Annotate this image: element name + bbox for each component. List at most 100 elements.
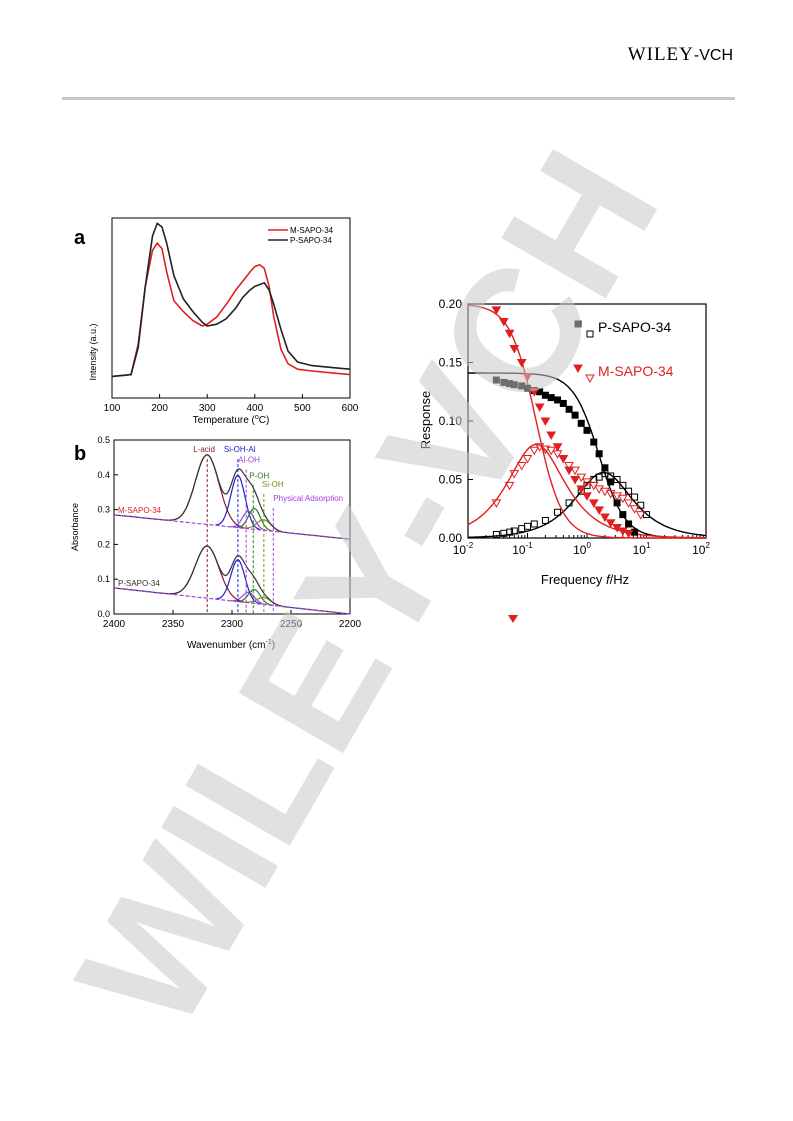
panel-response-point-s1 [625,487,633,495]
panel-b-xtick-label: 2250 [280,619,303,630]
panel-response-legend-marker [574,320,582,328]
panel-response-legend-marker [586,330,594,338]
panel-response-point-s2 [540,417,551,427]
panel-response-legend-marker [573,364,583,374]
panel-b-m-peak-2 [230,510,267,531]
panel-response-legend-marker [585,374,595,384]
panel-response-point-s3 [491,499,502,508]
panel-response-point-s0 [583,426,591,434]
panel-response-point-s1 [637,501,645,509]
panel-response-point-s1 [613,476,621,483]
panel-response-point-s1 [607,472,615,480]
panel-a-series-p-sapo [111,222,351,378]
panel-response-point-s3 [504,481,515,491]
panel-response-point-s0 [510,381,518,389]
panel-response-ylabel: Response [418,391,433,450]
panel-response-point-s3 [617,494,628,504]
panel-response-plot: 0.00 0.05 0.10 0.15 0.20 10-2 10-1 100 101 102 P-S… [439,297,711,557]
panel-response-fit-3 [467,443,706,539]
panel-response-ytick-label: 0.05 [439,473,463,487]
panel-response-point-s2 [546,431,557,441]
panel-response-legend-label: P-SAPO-34 [598,319,671,335]
panel-a-xtick-label: 100 [104,403,121,414]
panel-response-point-s1 [583,481,591,489]
panel-b-band-label: L-acid [193,445,215,454]
panel-response-point-s1 [565,499,573,507]
panel-a-xtick-label: 200 [151,403,168,414]
panel-response-point-s3 [564,461,574,471]
panel-response-point-s3 [522,454,533,464]
figure-panel-b: b 2400 2350 2300 2250 2200 0.0 0.1 0.2 0.3 0.4 0.5… [70,435,362,651]
panel-response-point-s2 [504,329,515,339]
panel-response-point-s1 [554,508,562,516]
panel-a-plot: 100 200 300 400 500 600 M-SAPO-34P-SAPO-34 [104,217,359,414]
panel-b-plot: 2400 2350 2300 2250 2200 0.0 0.1 0.2 0.3 0.4 0.5 M-… [97,435,361,630]
panel-b-band-label: Al-OH [238,456,260,465]
panel-b-band-label: P-OH [249,471,269,480]
panel-b-ylabel: Absorbance [70,503,80,551]
panel-b-xlabel: Wavenumber (cm-1) [187,639,275,651]
panel-b-band-label: Physical Adsorption [273,494,343,503]
panel-response-point-s2 [529,388,540,397]
panel-b-xtick-label: 2300 [221,619,244,630]
panel-response-point-s3 [552,450,563,459]
panel-response-point-s0 [554,396,562,404]
panel-b-m-baseline [113,514,351,540]
panel-response-point-s0 [492,376,500,384]
publisher-logo: WILEY-VCH [628,44,733,66]
panel-b-sample-label-m: M-SAPO-34 [118,506,162,515]
figure-panel-a: a 100 200 300 400 500 600 M-SAPO-34P-SAPO-34 I… [74,217,359,426]
panel-response-xlabel: Frequency f/Hz [541,572,629,587]
panel-response-ytick-label: 0.00 [439,531,463,545]
panel-response-point-s2 [623,529,634,539]
panel-b-ytick-label: 0.0 [97,609,110,619]
panel-response-point-s1 [506,528,514,536]
panel-response-point-s0 [559,399,567,407]
panel-response-point-s0 [571,411,579,419]
panel-response-point-s2 [534,403,545,412]
panel-response-point-s3 [629,505,640,514]
panel-b-ytick-label: 0.3 [97,505,110,515]
panel-a-legend-label: M-SAPO-34 [290,226,334,235]
panel-response-point-s1 [595,473,603,481]
panel-response-point-s1 [541,516,549,524]
panel-a-frame [111,217,351,399]
panel-response-point-s0 [500,378,508,386]
panel-response-point-s0 [619,511,627,519]
panel-response-point-s1 [631,493,639,501]
panel-response-point-s0 [601,464,609,472]
panel-response-point-s2 [516,359,527,368]
panel-a-xtick-label: 400 [246,403,263,414]
panel-response-ytick-label: 0.10 [439,414,463,428]
panel-response-point-s3 [576,473,587,483]
panel-response-ytick-label: 0.15 [439,356,463,370]
panel-a-series-m-sapo [111,241,351,378]
panel-b-band-label: Si-OH-Al [224,445,256,454]
panel-response-point-s2 [570,476,580,485]
panel-response-fit-2 [467,304,706,539]
panel-response-ytick-label: 0.20 [439,297,463,311]
panel-a-xtick-label: 300 [199,403,216,414]
panel-response-point-s3 [570,466,580,476]
panel-response-point-s3 [635,511,646,520]
panel-response-legend-label: M-SAPO-34 [598,363,674,379]
panel-label-b: b [74,443,86,465]
panel-response-point-s2 [582,492,592,501]
panel-response-point-s0 [607,478,615,486]
panel-b-ytick-label: 0.4 [97,470,110,480]
panel-response-xtick-label: 10-1 [512,541,533,557]
panel-response-point-s2 [594,506,605,515]
panel-response-point-s0 [541,391,549,399]
panel-response-point-s3 [582,478,592,487]
panel-b-ytick-label: 0.1 [97,574,110,584]
panel-a-ylabel: Intensity (a.u.) [88,323,98,380]
panel-response-point-s0 [565,405,573,413]
panel-response-point-s2 [588,499,599,508]
figure-panel-response: 0.00 0.05 0.10 0.15 0.20 10-2 10-1 100 101 102 P-S… [418,297,711,587]
panel-response-point-s2 [522,373,533,382]
panel-response-point-s2 [576,485,587,494]
panel-response-point-s0 [518,382,526,390]
panel-a-xtick-label: 600 [342,403,359,414]
panel-response-point-s2 [558,454,569,464]
panel-response-point-s2 [605,519,616,528]
